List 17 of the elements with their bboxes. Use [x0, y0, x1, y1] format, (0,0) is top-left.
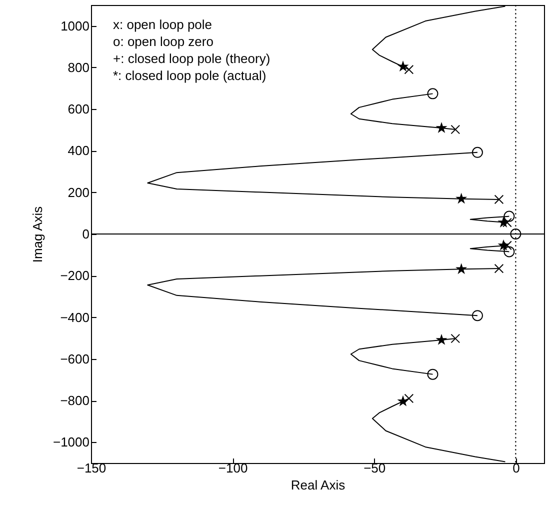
y-tick-label: 400	[68, 143, 90, 158]
annotation: *: closed loop pole (actual)	[113, 68, 266, 83]
annotation: x: open loop pole	[113, 17, 212, 32]
y-tick-label: 0	[82, 226, 90, 242]
y-tick-label: 1000	[60, 18, 90, 34]
y-tick-label: 800	[68, 60, 90, 75]
y-tick-label: −600	[60, 351, 90, 366]
y-tick-label: −400	[60, 310, 90, 325]
y-tick-label: −1000	[52, 434, 90, 450]
y-tick-label: 200	[68, 184, 90, 200]
annotation: +: closed loop pole (theory)	[113, 51, 270, 66]
y-tick-label: 600	[68, 102, 90, 117]
y-tick-label: −800	[60, 393, 90, 408]
x-axis-title: Real Axis	[290, 478, 346, 492]
y-axis-title: Imag Axis	[30, 206, 45, 263]
y-tick-label: −200	[60, 268, 90, 284]
annotation: o: open loop zero	[113, 34, 214, 49]
